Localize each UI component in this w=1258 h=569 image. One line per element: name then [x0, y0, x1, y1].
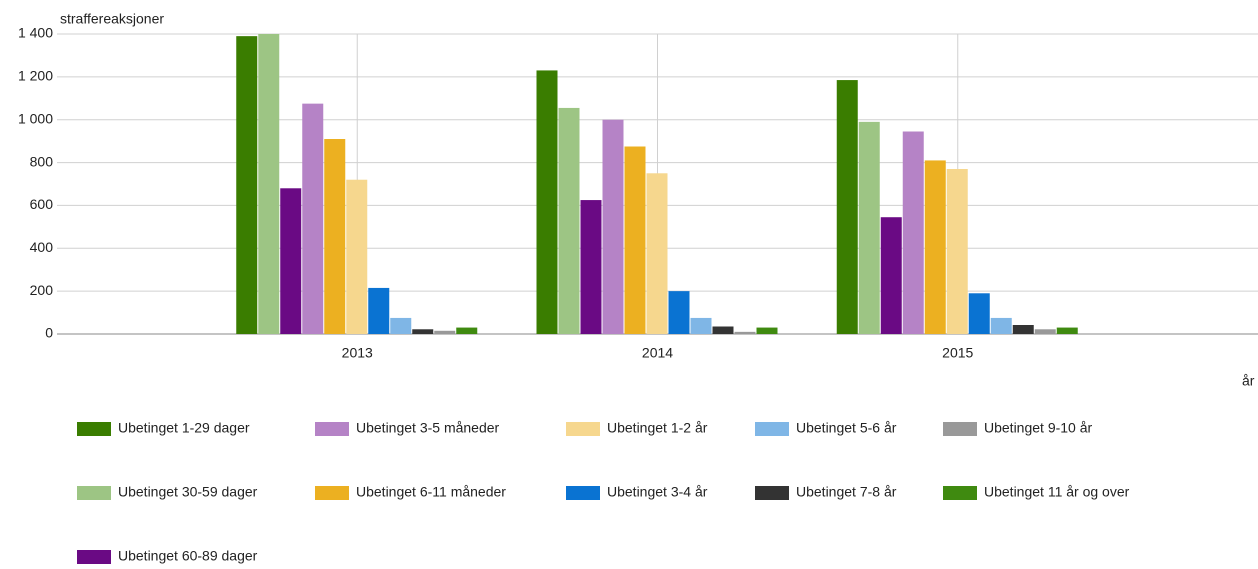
bar [858, 121, 880, 334]
y-tick-label: 200 [30, 282, 54, 298]
bar [368, 287, 390, 334]
y-axis-label: straffereaksjoner [60, 11, 164, 27]
legend-label: Ubetinget 7-8 år [796, 484, 897, 500]
bar [646, 173, 668, 334]
y-tick-label: 0 [45, 325, 53, 341]
bar [968, 293, 990, 334]
bar [346, 179, 368, 334]
bar [580, 200, 602, 334]
bar [1012, 325, 1034, 334]
bar [280, 188, 302, 334]
bar [668, 291, 690, 334]
legend-swatch [943, 486, 977, 500]
y-tick-label: 600 [30, 196, 54, 212]
bar [946, 169, 968, 334]
bar [1034, 329, 1056, 334]
legend-label: Ubetinget 3-4 år [607, 484, 708, 500]
bar [756, 327, 778, 334]
legend-swatch [943, 422, 977, 436]
bar [602, 119, 624, 334]
y-tick-label: 1 200 [18, 68, 53, 84]
bar [390, 317, 412, 334]
x-tick-label: 2014 [642, 345, 673, 361]
bar [324, 139, 346, 334]
bar [558, 107, 580, 334]
legend-label: Ubetinget 11 år og over [984, 484, 1130, 500]
bar [236, 36, 258, 335]
bar [624, 146, 646, 334]
legend-label: Ubetinget 3-5 måneder [356, 420, 500, 436]
bar [690, 317, 712, 334]
bar [880, 217, 902, 334]
legend-label: Ubetinget 1-2 år [607, 420, 708, 436]
bar [902, 131, 924, 334]
legend-label: Ubetinget 6-11 måneder [356, 484, 506, 500]
bar [990, 317, 1012, 334]
legend-swatch [755, 422, 789, 436]
legend-label: Ubetinget 1-29 dager [118, 420, 250, 436]
y-tick-label: 1 400 [18, 25, 53, 41]
legend-swatch [315, 486, 349, 500]
y-tick-label: 1 000 [18, 110, 53, 126]
legend-label: Ubetinget 60-89 dager [118, 548, 258, 564]
legend-swatch [77, 422, 111, 436]
legend-swatch [315, 422, 349, 436]
x-tick-label: 2013 [342, 345, 373, 361]
legend-label: Ubetinget 30-59 dager [118, 484, 258, 500]
y-tick-label: 400 [30, 239, 54, 255]
legend-swatch [77, 486, 111, 500]
legend-swatch [566, 486, 600, 500]
bar [536, 70, 558, 334]
legend-swatch [755, 486, 789, 500]
bar [924, 160, 946, 334]
x-axis-label: år [1242, 373, 1255, 389]
bar [1056, 327, 1078, 334]
bar [258, 34, 280, 334]
legend-swatch [77, 550, 111, 564]
bar [434, 330, 456, 334]
bar [302, 103, 324, 335]
x-tick-label: 2015 [942, 345, 973, 361]
bar [836, 80, 858, 334]
bar [734, 331, 756, 334]
bar [712, 326, 734, 334]
bar [456, 327, 478, 334]
legend-swatch [566, 422, 600, 436]
legend-label: Ubetinget 5-6 år [796, 420, 897, 436]
legend-label: Ubetinget 9-10 år [984, 420, 1093, 436]
y-tick-label: 800 [30, 153, 54, 169]
bar [412, 329, 434, 334]
